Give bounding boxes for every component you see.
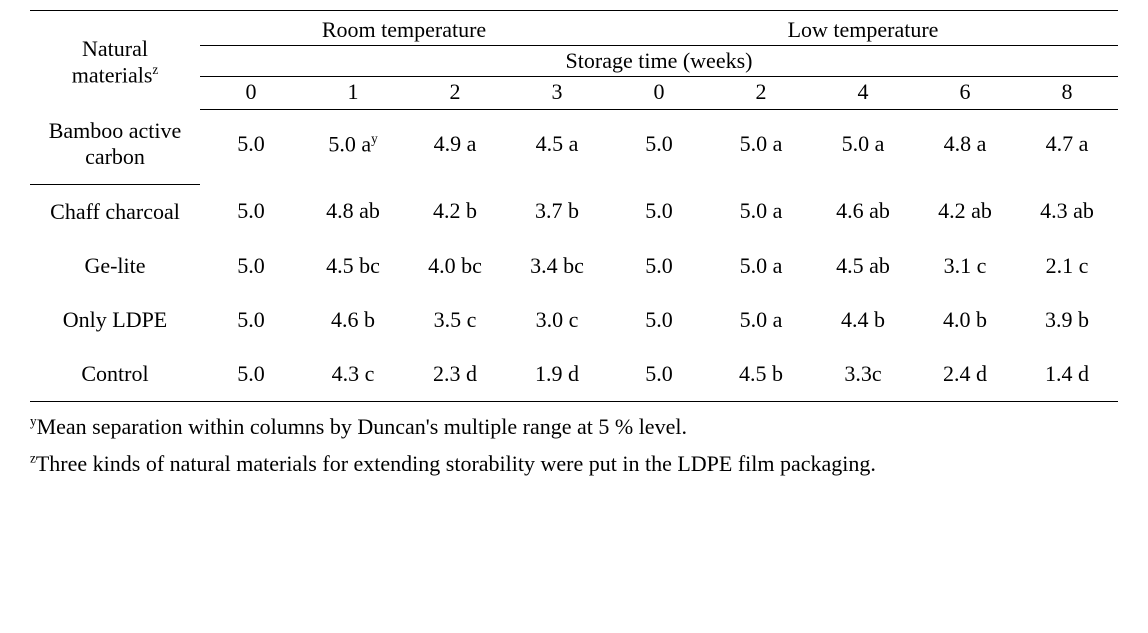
rowhead-line2: materials (72, 62, 153, 87)
cell-sup: y (371, 131, 378, 146)
footnote-y: yMean separation within columns by Dunca… (30, 408, 1118, 445)
cell: 3.1 c (914, 239, 1016, 293)
cell: 5.0 a (710, 184, 812, 239)
page: Natural materialsz Room temperature Low … (0, 0, 1148, 502)
cell: 3.0 c (506, 293, 608, 347)
cell: 5.0 ay (302, 110, 404, 185)
cell: 2.4 d (914, 347, 1016, 402)
cell: 4.8 ab (302, 184, 404, 239)
cell: 4.5 bc (302, 239, 404, 293)
cell: 1.4 d (1016, 347, 1118, 402)
week-low-0: 0 (608, 77, 710, 110)
cell: 5.0 (608, 239, 710, 293)
group-room: Room temperature (200, 11, 608, 46)
cell: 4.6 ab (812, 184, 914, 239)
table-row: Chaff charcoal 5.0 4.8 ab 4.2 b 3.7 b 5.… (30, 184, 1118, 239)
cell: 4.3 c (302, 347, 404, 402)
cell: 5.0 a (710, 293, 812, 347)
rowhead-cell: Natural materialsz (30, 11, 200, 110)
cell: 5.0 (200, 184, 302, 239)
cell: 5.0 (200, 239, 302, 293)
cell: 5.0 (608, 110, 710, 185)
cell: 5.0 (608, 293, 710, 347)
week-room-3: 3 (506, 77, 608, 110)
cell: 4.5 ab (812, 239, 914, 293)
cell: 4.4 b (812, 293, 914, 347)
cell: 5.0 (608, 184, 710, 239)
data-table: Natural materialsz Room temperature Low … (30, 10, 1118, 402)
footnotes: yMean separation within columns by Dunca… (30, 408, 1118, 483)
storage-time-label: Storage time (weeks) (200, 46, 1118, 77)
cell: 3.7 b (506, 184, 608, 239)
footnote-y-sup: y (30, 413, 37, 428)
material-cell: Bamboo active carbon (30, 110, 200, 185)
week-low-2: 4 (812, 77, 914, 110)
cell: 4.2 b (404, 184, 506, 239)
cell: 1.9 d (506, 347, 608, 402)
material-cell: Only LDPE (30, 293, 200, 347)
material-cell: Chaff charcoal (30, 184, 200, 239)
cell: 4.0 b (914, 293, 1016, 347)
cell: 3.5 c (404, 293, 506, 347)
cell: 5.0 (608, 347, 710, 402)
material-line2: carbon (85, 144, 145, 169)
cell: 4.5 a (506, 110, 608, 185)
week-room-2: 2 (404, 77, 506, 110)
cell: 4.8 a (914, 110, 1016, 185)
cell-value: 5.0 a (328, 131, 371, 156)
cell: 2.1 c (1016, 239, 1118, 293)
table-row: Ge-lite 5.0 4.5 bc 4.0 bc 3.4 bc 5.0 5.0… (30, 239, 1118, 293)
table-header-row-1: Natural materialsz Room temperature Low … (30, 11, 1118, 46)
table-row: Bamboo active carbon 5.0 5.0 ay 4.9 a 4.… (30, 110, 1118, 185)
cell: 4.7 a (1016, 110, 1118, 185)
week-low-1: 2 (710, 77, 812, 110)
cell: 4.9 a (404, 110, 506, 185)
cell: 5.0 (200, 347, 302, 402)
cell: 3.3c (812, 347, 914, 402)
week-low-3: 6 (914, 77, 1016, 110)
cell: 4.2 ab (914, 184, 1016, 239)
rowhead-line1: Natural (82, 36, 148, 61)
week-room-0: 0 (200, 77, 302, 110)
material-cell: Ge-lite (30, 239, 200, 293)
material-line1: Bamboo active (49, 118, 182, 143)
cell: 4.5 b (710, 347, 812, 402)
cell: 5.0 (200, 293, 302, 347)
cell: 4.6 b (302, 293, 404, 347)
cell: 5.0 (200, 110, 302, 185)
footnote-y-text: Mean separation within columns by Duncan… (37, 414, 687, 439)
week-room-1: 1 (302, 77, 404, 110)
table-row: Control 5.0 4.3 c 2.3 d 1.9 d 5.0 4.5 b … (30, 347, 1118, 402)
cell: 3.9 b (1016, 293, 1118, 347)
cell: 4.3 ab (1016, 184, 1118, 239)
cell: 2.3 d (404, 347, 506, 402)
group-low: Low temperature (608, 11, 1118, 46)
cell: 5.0 a (812, 110, 914, 185)
rowhead-sup: z (152, 62, 158, 77)
cell: 5.0 a (710, 239, 812, 293)
table-row: Only LDPE 5.0 4.6 b 3.5 c 3.0 c 5.0 5.0 … (30, 293, 1118, 347)
material-cell: Control (30, 347, 200, 402)
footnote-z: zThree kinds of natural materials for ex… (30, 445, 1118, 482)
footnote-z-text: Three kinds of natural materials for ext… (36, 451, 876, 476)
cell: 4.0 bc (404, 239, 506, 293)
week-low-4: 8 (1016, 77, 1118, 110)
cell: 5.0 a (710, 110, 812, 185)
cell: 3.4 bc (506, 239, 608, 293)
